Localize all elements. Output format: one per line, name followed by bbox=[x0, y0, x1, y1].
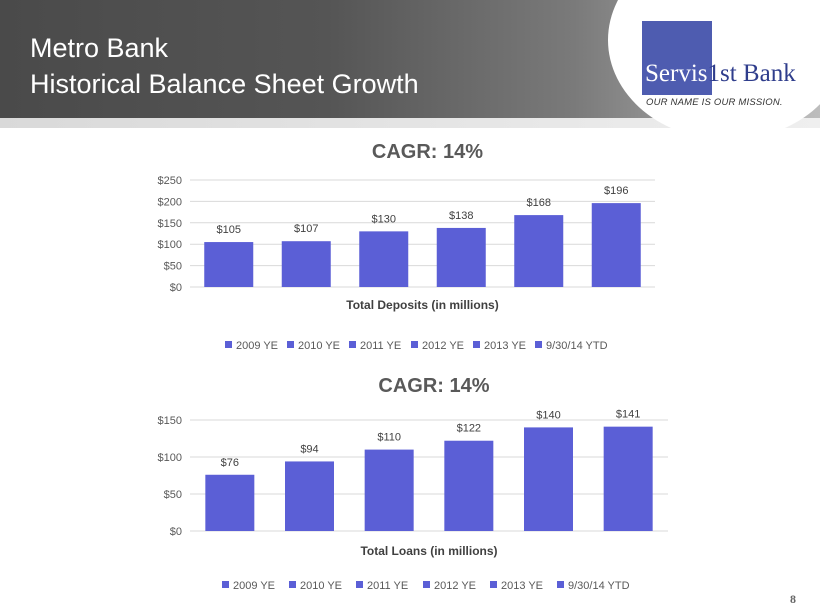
data-label: $76 bbox=[221, 457, 239, 469]
chart-title: CAGR: 14% bbox=[378, 375, 489, 397]
legend-swatch bbox=[222, 581, 229, 588]
bar bbox=[436, 227, 486, 287]
logo-tagline: OUR NAME IS OUR MISSION. bbox=[646, 97, 783, 108]
legend-swatch bbox=[473, 341, 480, 348]
legend-swatch bbox=[423, 581, 430, 588]
loans-chart: CAGR: 14% $0 $50 $100 $150 $76 $94 $110 $122 $140… bbox=[158, 375, 668, 592]
legend-entry: 2013 YE bbox=[484, 340, 526, 352]
servisfirst-logo: Servis1st Bank bbox=[645, 60, 796, 88]
legend-swatch bbox=[411, 341, 418, 348]
bar bbox=[514, 215, 564, 287]
data-label: $196 bbox=[604, 185, 628, 197]
logo-square bbox=[642, 21, 712, 95]
bar bbox=[591, 203, 641, 287]
bar bbox=[205, 474, 255, 531]
legend-swatch bbox=[225, 341, 232, 348]
legend-entry: 2009 YE bbox=[233, 580, 275, 592]
slide-title-line1: Metro Bank bbox=[30, 33, 169, 63]
bar bbox=[444, 440, 494, 531]
bar bbox=[204, 242, 254, 287]
data-label: $130 bbox=[372, 213, 396, 225]
data-label: $94 bbox=[300, 443, 318, 455]
deposits-chart: CAGR: 14% $0 $50 $100 $150 $200 $250 $105 $107 $1… bbox=[158, 141, 655, 352]
data-label: $141 bbox=[616, 409, 640, 421]
y-tick-label: $100 bbox=[158, 239, 182, 251]
y-tick-label: $200 bbox=[158, 196, 182, 208]
legend-swatch bbox=[349, 341, 356, 348]
data-label: $138 bbox=[449, 210, 473, 222]
chart-title: CAGR: 14% bbox=[372, 141, 483, 163]
legend-swatch bbox=[287, 341, 294, 348]
y-tick-label: $0 bbox=[170, 526, 182, 538]
logo-name-part1: Servis bbox=[645, 60, 708, 87]
legend-entry: 2012 YE bbox=[434, 580, 476, 592]
bar bbox=[524, 427, 573, 531]
bar bbox=[364, 449, 414, 531]
y-tick-label: $150 bbox=[158, 415, 182, 427]
legend-swatch bbox=[289, 581, 296, 588]
data-label: $122 bbox=[457, 423, 481, 435]
legend-entry: 9/30/14 YTD bbox=[546, 340, 608, 352]
y-tick-label: $50 bbox=[164, 489, 182, 501]
y-tick-label: $50 bbox=[164, 261, 182, 273]
bar bbox=[285, 461, 334, 531]
y-tick-label: $100 bbox=[158, 452, 182, 464]
data-label: $168 bbox=[527, 197, 551, 209]
slide-title: Metro Bank Historical Balance Sheet Grow… bbox=[30, 30, 419, 102]
legend-entry: 2013 YE bbox=[501, 580, 543, 592]
data-label: $107 bbox=[294, 223, 318, 235]
legend-entry: 9/30/14 YTD bbox=[568, 580, 630, 592]
data-label: $140 bbox=[536, 409, 560, 421]
logo-name-part2: 1st Bank bbox=[707, 60, 796, 87]
bar bbox=[281, 241, 331, 287]
legend-entry: 2009 YE bbox=[236, 340, 278, 352]
legend-entry: 2012 YE bbox=[422, 340, 464, 352]
legend-swatch bbox=[490, 581, 497, 588]
bar bbox=[359, 231, 409, 287]
legend-swatch bbox=[557, 581, 564, 588]
legend-entry: 2010 YE bbox=[300, 580, 342, 592]
data-label: $105 bbox=[217, 224, 241, 236]
y-tick-label: $150 bbox=[158, 218, 182, 230]
y-tick-label: $0 bbox=[170, 282, 182, 294]
legend-entry: 2011 YE bbox=[367, 580, 408, 592]
legend-swatch bbox=[535, 341, 542, 348]
y-tick-label: $250 bbox=[158, 175, 182, 187]
slide-title-line2: Historical Balance Sheet Growth bbox=[30, 69, 419, 99]
bar bbox=[603, 426, 653, 531]
legend-swatch bbox=[356, 581, 363, 588]
legend-entry: 2011 YE bbox=[360, 340, 401, 352]
legend-entry: 2010 YE bbox=[298, 340, 340, 352]
page-number: 8 bbox=[790, 592, 796, 606]
x-axis-label: Total Loans (in millions) bbox=[360, 544, 497, 558]
data-label: $110 bbox=[377, 432, 401, 444]
header-divider bbox=[0, 118, 820, 128]
x-axis-label: Total Deposits (in millions) bbox=[346, 298, 498, 312]
